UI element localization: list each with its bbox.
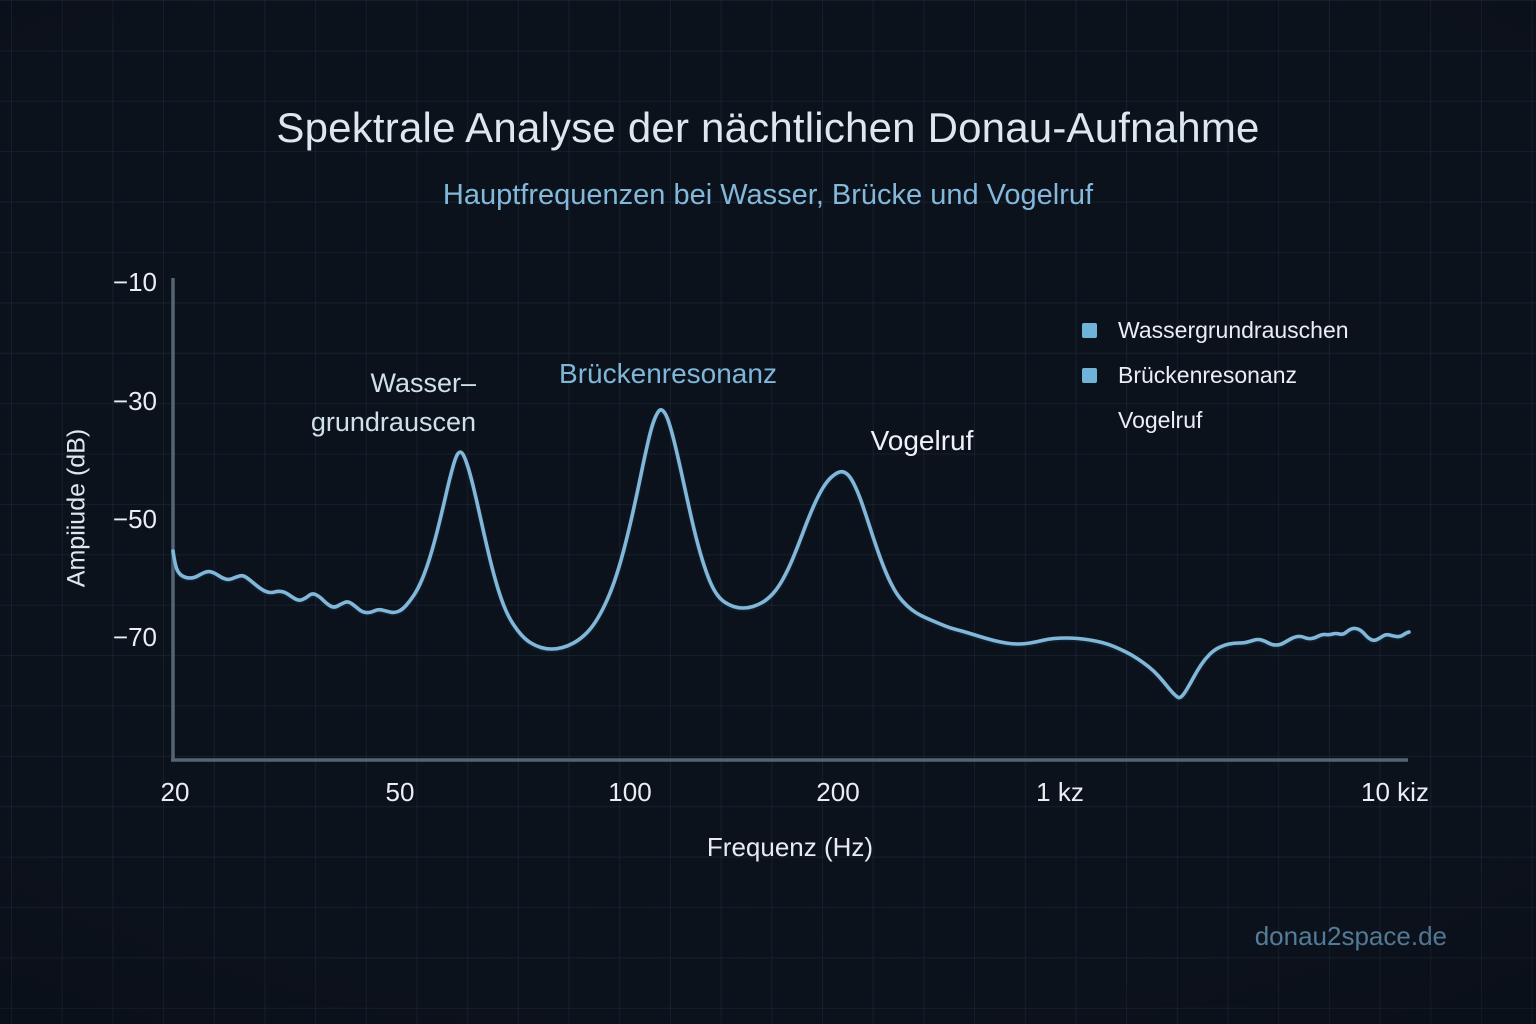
legend-item-vogelruf: Vogelruf: [1082, 398, 1349, 443]
legend: Wassergrundrauschen Brückenresonanz Voge…: [1082, 308, 1349, 443]
legend-swatch-icon: [1082, 368, 1097, 383]
x-axis-label: Frequenz (Hz): [706, 832, 874, 862]
legend-label: Brückenresonanz: [1118, 362, 1297, 388]
legend-item-wassergrundrauschen: Wassergrundrauschen: [1082, 308, 1349, 353]
legend-item-brueckenresonanz: Brückenresonanz: [1082, 353, 1349, 398]
x-tick-100: 100: [608, 777, 652, 807]
watermark: donau2space.de: [1254, 921, 1447, 951]
x-tick-20: 20: [160, 777, 190, 807]
x-tick-1k: 1 kz: [1036, 777, 1084, 807]
annotation-bird: Vogelruf: [870, 425, 974, 456]
page-title: Spektrale Analyse der nächtlichen Donau-…: [276, 104, 1260, 151]
spectrum-curve: [171, 407, 1411, 700]
legend-label: Vogelruf: [1118, 407, 1203, 433]
y-tick--30: −30: [112, 386, 157, 416]
annotation-bridge: Brückenresonanz: [559, 358, 777, 389]
legend-label: Wassergrundrauschen: [1118, 317, 1349, 343]
legend-swatch-icon: [1082, 323, 1097, 338]
y-tick--70: −70: [112, 622, 157, 652]
x-tick-50: 50: [385, 777, 415, 807]
page-subtitle: Hauptfrequenzen bei Wasser, Brücke und V…: [442, 179, 1094, 211]
annotation-water-line1: Wasser–: [370, 368, 476, 398]
y-tick--10: −10: [112, 267, 157, 297]
x-tick-10k: 10 kiz: [1361, 777, 1429, 807]
y-tick--50: −50: [112, 504, 157, 534]
x-tick-200: 200: [816, 777, 860, 807]
annotation-water: Wasser– grundrauscen: [311, 364, 476, 442]
annotation-water-line2: grundrauscen: [310, 407, 476, 437]
